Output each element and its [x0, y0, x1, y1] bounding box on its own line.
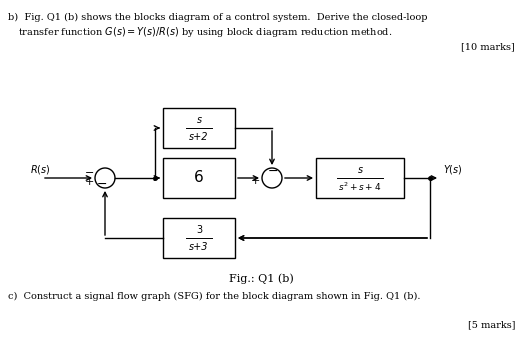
Bar: [163, 218, 235, 258]
Text: $R(s)$: $R(s)$: [30, 163, 51, 176]
Text: c)  Construct a signal flow graph (SFG) for the block diagram shown in Fig. Q1 (: c) Construct a signal flow graph (SFG) f…: [8, 292, 420, 301]
Circle shape: [262, 168, 282, 188]
Text: −: −: [85, 168, 94, 178]
Text: +: +: [85, 177, 94, 187]
Text: s+2: s+2: [189, 132, 209, 142]
Text: s+3: s+3: [189, 242, 209, 252]
Circle shape: [95, 168, 115, 188]
Text: b)  Fig. Q1 (b) shows the blocks diagram of a control system.  Derive the closed: b) Fig. Q1 (b) shows the blocks diagram …: [8, 13, 427, 22]
Text: +: +: [251, 176, 260, 186]
Text: s: s: [357, 165, 362, 175]
Text: 3: 3: [196, 225, 202, 235]
Text: [10 marks]: [10 marks]: [461, 42, 515, 51]
Text: $s^2+s+4$: $s^2+s+4$: [338, 181, 382, 193]
Text: −: −: [268, 165, 278, 178]
Bar: [163, 158, 235, 198]
Text: [5 marks]: [5 marks]: [468, 320, 515, 329]
Bar: [316, 158, 404, 198]
Text: 6: 6: [194, 171, 204, 185]
Bar: [163, 108, 235, 148]
Text: Fig.: Q1 (b): Fig.: Q1 (b): [229, 273, 293, 284]
Text: −: −: [97, 178, 107, 191]
Text: $Y(s)$: $Y(s)$: [443, 163, 463, 176]
Text: s: s: [197, 115, 201, 125]
Text: transfer function $G(s) = Y(s)/R(s)$ by using block diagram reduction method.: transfer function $G(s) = Y(s)/R(s)$ by …: [18, 25, 392, 39]
